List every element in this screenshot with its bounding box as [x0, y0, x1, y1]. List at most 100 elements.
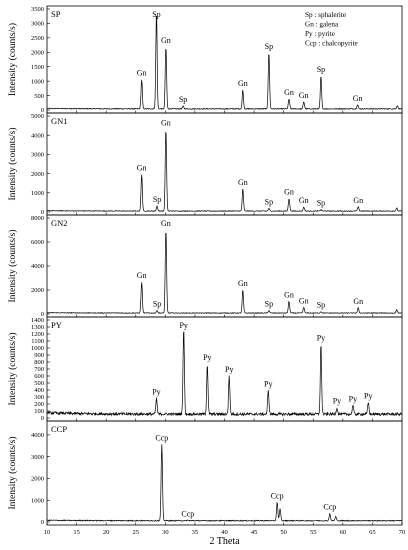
peak-label: Gn: [137, 271, 147, 280]
y-tick-label: 3000: [31, 21, 44, 28]
legend-entry: Sp : sphalerite: [305, 11, 346, 19]
peak-label: Sp: [153, 195, 161, 204]
y-tick-label: 4000: [31, 432, 44, 439]
x-tick-label: 35: [192, 529, 199, 536]
y-tick-label: 3000: [31, 152, 44, 159]
spectrum-line: [46, 331, 403, 417]
peak-label: Py: [225, 365, 233, 374]
legend-entry: Ccp : chalcopyrite: [305, 40, 358, 48]
y-tick-label: 2000: [31, 287, 44, 294]
y-tick-label: 1500: [31, 64, 44, 71]
y-tick-label: 400: [34, 387, 44, 394]
spectrum-line: [46, 131, 403, 213]
y-tick-label: 3500: [31, 6, 44, 13]
y-tick-label: 2000: [31, 49, 44, 56]
panel-label: PY: [51, 320, 62, 330]
peak-label: Gn: [238, 79, 248, 88]
y-axis-label: Intensity (counts/s): [7, 436, 18, 509]
peak-label: Sp: [265, 42, 273, 51]
y-tick-label: 100: [34, 408, 44, 415]
y-tick-label: 0: [41, 107, 44, 114]
panel-label: GN1: [51, 116, 68, 126]
x-tick-label: 10: [44, 529, 51, 536]
y-tick-label: 2000: [31, 476, 44, 483]
peak-label: Sp: [265, 299, 273, 308]
x-tick-label: 60: [340, 529, 347, 536]
panel-frame: [46, 112, 403, 216]
panel-py: 0100200300400500600700800900100011001200…: [7, 316, 403, 422]
y-tick-label: 1200: [31, 331, 44, 338]
panel-sp: 0 500 1000 1500 2000 2500 3000 3500 SP Intensity …: [7, 5, 403, 114]
peak-label: Py: [333, 397, 341, 406]
y-tick-label: 1000: [31, 78, 44, 85]
peak-label: Ccp: [181, 509, 194, 518]
y-tick-label: 2000: [31, 171, 44, 178]
y-tick-label: 0: [41, 209, 44, 216]
y-axis-label: Intensity (counts/s): [7, 127, 18, 200]
x-tick-label: 70: [399, 529, 406, 536]
peak-label: Gn: [284, 290, 294, 299]
y-tick-label: 3000: [31, 454, 44, 461]
y-tick-label: 500: [34, 93, 44, 100]
peak-label: Py: [264, 380, 272, 389]
peak-label: Sp: [152, 10, 160, 19]
peak-label: Py: [349, 394, 357, 403]
legend-entry: Gn : galena: [305, 21, 339, 29]
panel-label: SP: [51, 9, 61, 19]
peak-label: Gn: [284, 188, 294, 197]
peak-label: Ccp: [271, 491, 284, 500]
y-tick-label: 600: [34, 373, 44, 380]
peak-label: Gn: [299, 196, 309, 205]
x-tick-label: 15: [73, 529, 80, 536]
y-axis-label: Intensity (counts/s): [7, 229, 18, 302]
spectrum-line: [46, 232, 403, 315]
panel-frame: [46, 214, 403, 318]
y-tick-label: 6000: [31, 239, 44, 246]
peak-label: Gn: [299, 91, 309, 100]
y-tick-label: 900: [34, 352, 44, 359]
x-tick-label: 40: [221, 529, 228, 536]
x-tick-label: 25: [133, 529, 140, 536]
panel-ccp: 0 1000 2000 3000 4000 CCP Intensity (counts/s)…: [7, 420, 406, 547]
peak-label: Sp: [317, 199, 325, 208]
y-tick-label: 800: [34, 359, 44, 366]
x-tick-label: 65: [369, 529, 376, 536]
peak-label: Sp: [317, 65, 325, 74]
peak-label: Py: [203, 353, 211, 362]
y-tick-label: 8000: [31, 215, 44, 222]
legend-entry: Py : pyrite: [305, 30, 335, 38]
peak-label: Gn: [161, 36, 171, 45]
peak-label: Gn: [161, 118, 171, 127]
panel-label: GN2: [51, 218, 68, 228]
y-tick-label: 5000: [31, 113, 44, 120]
x-tick-label: 55: [310, 529, 317, 536]
spectrum-line: [46, 444, 403, 522]
y-tick-label: 1400: [31, 317, 44, 324]
panel-gn2: 0 2000 4000 6000 8000 GN2 Intensity (counts/s)…: [7, 214, 403, 318]
x-axis-label: 2 Theta: [209, 536, 240, 547]
y-tick-label: 1000: [31, 190, 44, 197]
peak-label: Sp: [179, 95, 187, 104]
peak-label: Py: [152, 387, 160, 396]
y-tick-label: 4000: [31, 132, 44, 139]
peak-label: Py: [317, 334, 325, 343]
panel-frame: [46, 420, 403, 526]
y-tick-label: 1000: [31, 497, 44, 504]
y-tick-label: 700: [34, 366, 44, 373]
peak-label: Ccp: [155, 434, 168, 443]
peak-label: Py: [364, 392, 372, 401]
peak-label: Gn: [353, 94, 363, 103]
peak-label: Gn: [299, 296, 309, 305]
y-tick-label: 0: [41, 415, 44, 422]
y-axis-label: Intensity (counts/s): [7, 23, 18, 96]
peak-label: Sp: [153, 299, 161, 308]
peak-label: Gn: [238, 279, 248, 288]
peak-label: Gn: [284, 88, 294, 97]
y-tick-label: 1000: [31, 345, 44, 352]
y-tick-label: 500: [34, 380, 44, 387]
x-tick-label: 50: [280, 529, 287, 536]
y-tick-label: 4000: [31, 263, 44, 270]
panel-gn1: 0 1000 2000 3000 4000 5000 GN1 Intensity (count…: [7, 112, 403, 216]
y-tick-label: 0: [41, 519, 44, 526]
